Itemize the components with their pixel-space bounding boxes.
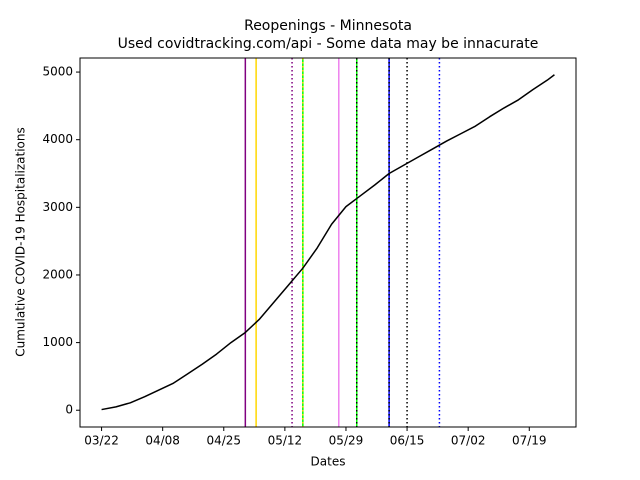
y-tick-label: 0 — [65, 403, 73, 417]
chart-title: Reopenings - Minnesota — [244, 18, 412, 34]
x-tick-label: 06/15 — [390, 434, 425, 448]
x-tick-label: 05/29 — [329, 434, 364, 448]
y-tick-label: 3000 — [42, 200, 73, 214]
x-tick-label: 07/19 — [512, 434, 547, 448]
x-tick-label: 04/25 — [206, 434, 241, 448]
x-tick-label: 04/08 — [145, 434, 180, 448]
x-axis-label: Dates — [311, 455, 346, 469]
y-tick-label: 1000 — [42, 335, 73, 349]
chart-subtitle: Used covidtracking.com/api - Some data m… — [118, 36, 539, 52]
y-tick-label: 2000 — [42, 267, 73, 281]
y-tick-label: 5000 — [42, 65, 73, 79]
data-line — [101, 74, 555, 411]
x-tick-label: 03/22 — [84, 434, 119, 448]
x-tick-label: 07/02 — [451, 434, 486, 448]
x-tick-label: 05/12 — [268, 434, 303, 448]
plot-frame — [79, 57, 577, 428]
y-axis-label: Cumulative COVID-19 Hospitalizations — [14, 127, 28, 357]
y-tick-label: 4000 — [42, 132, 73, 146]
